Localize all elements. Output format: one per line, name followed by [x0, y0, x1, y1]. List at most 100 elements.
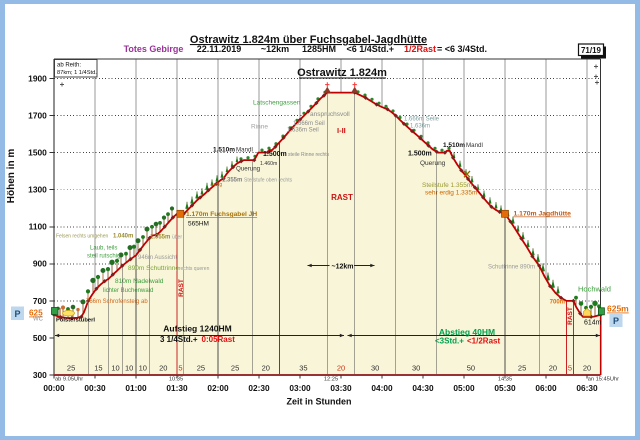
- svg-text:25: 25: [231, 364, 239, 373]
- svg-text:1300: 1300: [28, 185, 47, 195]
- svg-text:1.055m: 1.055m: [150, 235, 170, 241]
- svg-text:1700: 1700: [28, 111, 47, 121]
- svg-text:1900: 1900: [28, 73, 47, 83]
- svg-text:20: 20: [549, 364, 557, 373]
- svg-text:10:35: 10:35: [169, 376, 183, 382]
- svg-text:1.355m: 1.355m: [222, 178, 242, 184]
- svg-text:05:30: 05:30: [494, 383, 516, 393]
- svg-text:Querung: Querung: [420, 160, 446, 167]
- svg-text:Ostrawitz 1.824m über Fuchsgab: Ostrawitz 1.824m über Fuchsgabel-Jagdhüt…: [190, 34, 427, 46]
- svg-text:22.11.2019: 22.11.2019: [197, 44, 242, 54]
- svg-text:00:30: 00:30: [84, 383, 106, 393]
- svg-text:810m Nadelwald: 810m Nadelwald: [115, 278, 164, 285]
- svg-text:890m Schuttrinne: 890m Schuttrinne: [128, 265, 179, 272]
- svg-text:5: 5: [568, 364, 572, 373]
- svg-text:Querung: Querung: [236, 166, 261, 173]
- svg-text:Totes Gebirge: Totes Gebirge: [124, 44, 184, 54]
- svg-text:Mandl: Mandl: [466, 142, 483, 149]
- svg-text:1500: 1500: [28, 148, 47, 158]
- svg-text:25: 25: [67, 364, 75, 373]
- svg-text:03:00: 03:00: [289, 383, 311, 393]
- svg-text:1100: 1100: [29, 222, 48, 232]
- svg-text:30: 30: [371, 364, 379, 373]
- svg-text:= <6 3/4Std.: = <6 3/4Std.: [437, 44, 487, 54]
- svg-text:Mandl: Mandl: [236, 147, 253, 154]
- svg-text:1.040m: 1.040m: [113, 234, 133, 240]
- svg-text:steil rutschig: steil rutschig: [87, 254, 120, 260]
- svg-text:, rechts queren: , rechts queren: [176, 266, 210, 272]
- svg-text:14:35: 14:35: [498, 376, 512, 382]
- svg-text:Zeit in Stunden: Zeit in Stunden: [287, 397, 352, 407]
- svg-text:04:30: 04:30: [412, 383, 434, 393]
- svg-text:0:05Rast: 0:05Rast: [202, 335, 236, 344]
- svg-text:700: 700: [33, 296, 47, 306]
- svg-text:P: P: [14, 309, 20, 319]
- svg-text:50: 50: [467, 364, 475, 373]
- svg-text:Abstieg 40HM: Abstieg 40HM: [439, 327, 495, 337]
- svg-text:Aufstieg 1240HM: Aufstieg 1240HM: [163, 324, 232, 334]
- svg-text:06:00: 06:00: [535, 383, 557, 393]
- svg-text:erdig: erdig: [211, 182, 222, 188]
- svg-text:25: 25: [197, 364, 205, 373]
- svg-text:10: 10: [139, 364, 147, 373]
- svg-text:~12km: ~12km: [332, 264, 354, 271]
- svg-text:15: 15: [94, 364, 102, 373]
- svg-text:Polsterstüberl: Polsterstüberl: [56, 318, 95, 324]
- svg-text:71/19: 71/19: [581, 46, 602, 55]
- svg-text:WC: WC: [33, 317, 44, 323]
- svg-text:3 1/4Std.+: 3 1/4Std.+: [160, 335, 198, 344]
- svg-text:06:30: 06:30: [576, 383, 598, 393]
- svg-text:Ostrawitz 1.824m: Ostrawitz 1.824m: [297, 67, 387, 79]
- svg-text:766m Schrofensteig ab: 766m Schrofensteig ab: [86, 299, 148, 305]
- svg-text:1.666m Seil: 1.666m Seil: [293, 121, 325, 127]
- svg-text:625m: 625m: [607, 304, 629, 314]
- svg-text:04:00: 04:00: [371, 383, 393, 393]
- svg-text:I-II: I-II: [337, 126, 346, 135]
- svg-text:1.636m: 1.636m: [410, 124, 430, 130]
- svg-text:<3Std.+: <3Std.+: [435, 336, 464, 345]
- svg-text:02:00: 02:00: [207, 383, 229, 393]
- svg-text:01:00: 01:00: [125, 383, 147, 393]
- svg-text:625: 625: [29, 309, 43, 318]
- svg-text:20: 20: [262, 364, 270, 373]
- svg-text:lichter Buchenwald: lichter Buchenwald: [103, 288, 153, 294]
- svg-text:1.500m: 1.500m: [263, 151, 287, 158]
- svg-text:1.460m: 1.460m: [260, 161, 277, 167]
- svg-text:20: 20: [583, 364, 591, 373]
- svg-text:5: 5: [178, 364, 182, 373]
- svg-text:10: 10: [125, 364, 133, 373]
- svg-text:anspruchsvoll: anspruchsvoll: [310, 111, 350, 118]
- svg-text:946m Aussicht: 946m Aussicht: [138, 255, 177, 261]
- svg-text:Latschengassen: Latschengassen: [253, 100, 301, 107]
- svg-text:<1/2Rast: <1/2Rast: [467, 336, 500, 345]
- svg-text:1/2Rast: 1/2Rast: [404, 44, 436, 54]
- svg-text:Steilstufe 1.355m: Steilstufe 1.355m: [422, 182, 472, 189]
- svg-text:02:30: 02:30: [248, 383, 270, 393]
- svg-text:900: 900: [33, 259, 47, 269]
- svg-text:Hochwald: Hochwald: [578, 285, 611, 294]
- svg-text:Laub, teils: Laub, teils: [90, 246, 117, 252]
- svg-text:RAST: RAST: [331, 193, 353, 202]
- svg-text:Höhen in m: Höhen in m: [6, 149, 17, 204]
- svg-text:RAST: RAST: [178, 279, 185, 297]
- svg-text:35: 35: [299, 364, 307, 373]
- svg-text:sehr erdig 1.335m: sehr erdig 1.335m: [425, 190, 477, 197]
- svg-text:1.636m Seil: 1.636m Seil: [287, 128, 319, 134]
- svg-text:01:30: 01:30: [166, 383, 188, 393]
- svg-text:an 15:45Uhr: an 15:45Uhr: [588, 376, 619, 382]
- svg-text:ab Reith:: ab Reith:: [57, 63, 81, 69]
- svg-text:RAST: RAST: [567, 307, 574, 325]
- svg-text:1.170m Jagdhütte: 1.170m Jagdhütte: [514, 211, 572, 218]
- svg-text:Steilstufe oben rechts: Steilstufe oben rechts: [244, 178, 293, 184]
- svg-text:1.510m: 1.510m: [443, 142, 465, 149]
- svg-text:Rinne: Rinne: [251, 124, 268, 131]
- svg-text:1.500m: 1.500m: [408, 151, 432, 158]
- svg-text:10: 10: [111, 364, 119, 373]
- svg-text:500: 500: [33, 333, 47, 343]
- svg-text:über: über: [172, 235, 182, 241]
- svg-text:1.510m: 1.510m: [213, 147, 235, 154]
- svg-text:20: 20: [337, 364, 345, 373]
- svg-text:Schuttrinne 890m: Schuttrinne 890m: [488, 265, 535, 271]
- svg-text:20: 20: [159, 364, 167, 373]
- svg-text:614m: 614m: [584, 320, 602, 327]
